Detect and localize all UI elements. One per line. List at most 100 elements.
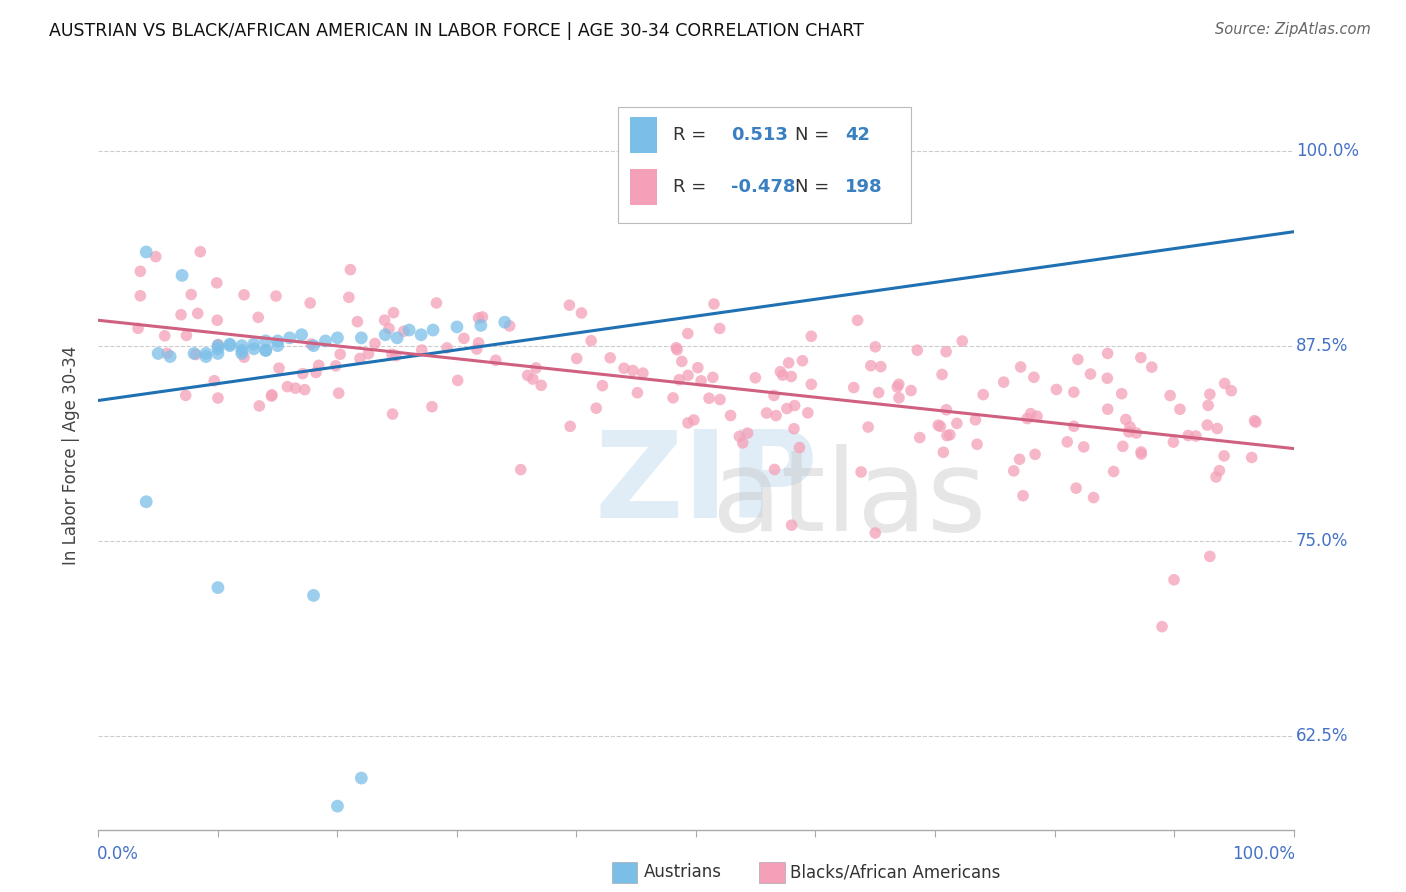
Point — [254, 343, 277, 358]
Point — [247, 310, 270, 325]
Point — [676, 368, 699, 383]
Point — [769, 365, 792, 379]
Point — [780, 369, 803, 384]
Point — [207, 342, 229, 356]
Text: Austrians: Austrians — [644, 863, 721, 881]
Point — [886, 380, 908, 394]
Point — [195, 346, 218, 360]
Bar — [630, 169, 657, 205]
Point — [202, 374, 225, 388]
Point — [350, 771, 373, 785]
Point — [1243, 414, 1265, 428]
Point — [207, 391, 229, 405]
Point — [744, 370, 766, 384]
Point — [1012, 489, 1035, 503]
Point — [1130, 445, 1153, 459]
Point — [425, 296, 447, 310]
Text: Blacks/African Americans: Blacks/African Americans — [790, 863, 1001, 881]
Text: 0.513: 0.513 — [731, 126, 787, 144]
Point — [467, 310, 489, 325]
Point — [1080, 367, 1102, 381]
Point — [509, 462, 531, 476]
Point — [1063, 419, 1085, 434]
Point — [1024, 447, 1046, 461]
Point — [1159, 388, 1181, 402]
Point — [1118, 425, 1140, 439]
Point — [349, 351, 371, 366]
Point — [1115, 412, 1137, 426]
Point — [780, 518, 803, 533]
Point — [231, 338, 253, 352]
Point — [900, 384, 922, 398]
Point — [1199, 549, 1222, 564]
Point — [662, 391, 685, 405]
Text: Source: ZipAtlas.com: Source: ZipAtlas.com — [1215, 22, 1371, 37]
Point — [783, 399, 806, 413]
Point — [731, 436, 754, 450]
Point — [558, 298, 581, 312]
Point — [560, 419, 582, 434]
Point — [207, 346, 229, 360]
Point — [176, 328, 198, 343]
Point — [1213, 376, 1236, 391]
Text: ZIP: ZIP — [595, 426, 818, 543]
Point — [936, 428, 959, 442]
Point — [326, 331, 349, 345]
Point — [1026, 409, 1049, 424]
Point — [1197, 399, 1219, 413]
Point — [887, 377, 910, 392]
Point — [939, 427, 962, 442]
Point — [869, 359, 891, 374]
Point — [1163, 573, 1185, 587]
Text: N =: N = — [796, 126, 835, 144]
Point — [591, 378, 613, 392]
Point — [436, 341, 458, 355]
Point — [231, 346, 253, 360]
Point — [666, 343, 689, 357]
Point — [233, 287, 256, 301]
Point — [676, 326, 699, 341]
Point — [856, 420, 879, 434]
Bar — [630, 117, 657, 153]
Point — [129, 289, 152, 303]
Point — [709, 321, 731, 335]
Point — [243, 337, 266, 351]
Point — [470, 318, 492, 333]
Point — [382, 306, 405, 320]
Point — [1002, 464, 1025, 478]
Point — [153, 328, 176, 343]
Point — [328, 386, 350, 401]
Point — [1010, 359, 1032, 374]
Point — [498, 318, 520, 333]
Point — [935, 344, 957, 359]
Point — [703, 297, 725, 311]
Point — [381, 347, 404, 361]
Point — [267, 361, 290, 376]
Text: R =: R = — [673, 178, 713, 196]
Point — [302, 338, 325, 352]
Point — [755, 406, 778, 420]
Point — [868, 385, 890, 400]
Text: 75.0%: 75.0% — [1296, 532, 1348, 549]
Point — [800, 377, 823, 392]
Point — [1240, 450, 1263, 465]
Point — [254, 343, 277, 358]
Text: N =: N = — [796, 178, 835, 196]
Point — [207, 337, 229, 351]
Point — [135, 244, 157, 259]
Point — [950, 334, 973, 348]
FancyBboxPatch shape — [619, 106, 911, 223]
Point — [467, 335, 489, 350]
Point — [676, 416, 699, 430]
Point — [671, 354, 693, 368]
Point — [247, 399, 270, 413]
Point — [737, 426, 759, 441]
Point — [485, 353, 508, 368]
Point — [599, 351, 621, 365]
Point — [792, 353, 814, 368]
Point — [776, 401, 799, 416]
Point — [207, 313, 229, 327]
Point — [585, 401, 607, 416]
Point — [690, 374, 713, 388]
Point — [364, 336, 387, 351]
